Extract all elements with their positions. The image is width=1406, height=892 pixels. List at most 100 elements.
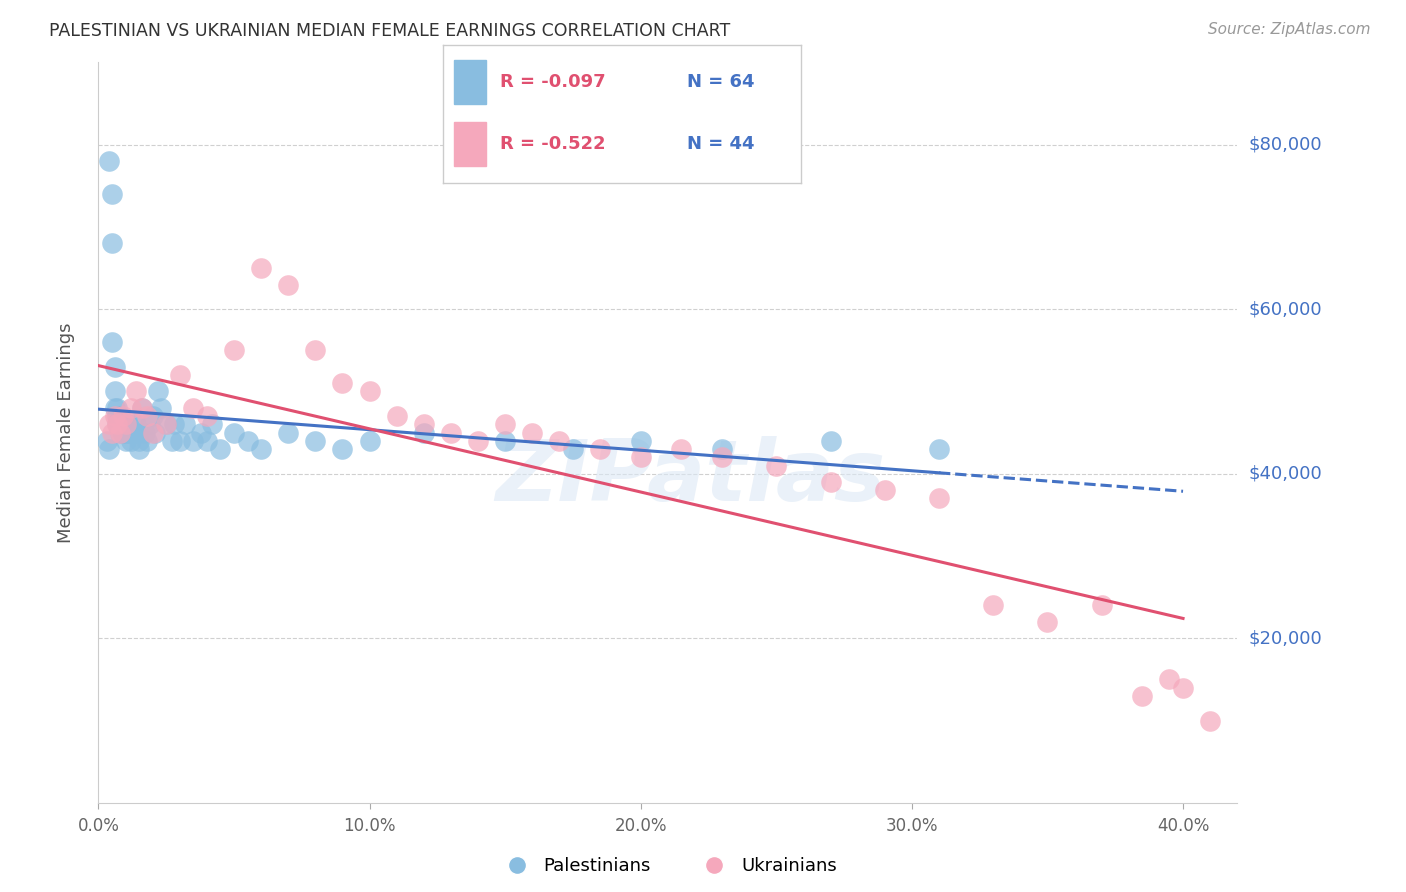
Point (107, 409, 129, 424)
Point (104, 359, 127, 374)
Point (236, 434, 259, 448)
Point (131, 401, 153, 415)
Point (96, 434, 118, 448)
Text: N = 64: N = 64 (686, 73, 754, 91)
Text: PALESTINIAN VS UKRAINIAN MEDIAN FEMALE EARNINGS CORRELATION CHART: PALESTINIAN VS UKRAINIAN MEDIAN FEMALE E… (49, 22, 731, 40)
Text: $40,000: $40,000 (1249, 465, 1322, 483)
Point (160, 434, 183, 448)
Point (101, 236, 124, 251)
Text: $80,000: $80,000 (1249, 136, 1322, 153)
Point (562, 442, 585, 456)
Point (1159, 673, 1181, 687)
Point (711, 442, 734, 456)
Point (304, 343, 326, 358)
Point (873, 483, 896, 498)
Point (765, 458, 787, 473)
Point (114, 434, 136, 448)
Point (120, 434, 142, 448)
Point (108, 425, 131, 440)
Point (250, 261, 273, 276)
Point (107, 417, 129, 432)
Point (195, 434, 218, 448)
Point (589, 442, 612, 456)
Point (131, 401, 153, 415)
Point (467, 434, 489, 448)
Point (104, 401, 127, 415)
Point (277, 425, 299, 440)
Point (117, 425, 139, 440)
Point (125, 384, 148, 399)
Point (250, 442, 273, 456)
Point (108, 409, 131, 424)
Point (195, 409, 218, 424)
Point (111, 409, 134, 424)
Point (107, 401, 129, 415)
Point (136, 409, 159, 424)
Point (155, 417, 177, 432)
Point (136, 434, 159, 448)
Point (122, 425, 145, 440)
Point (98, 442, 121, 456)
Point (108, 417, 131, 432)
Point (522, 425, 544, 440)
Point (1132, 689, 1154, 703)
Text: R = -0.522: R = -0.522 (501, 136, 606, 153)
Point (630, 450, 652, 465)
Point (111, 417, 134, 432)
Point (820, 434, 842, 448)
Legend: Palestinians, Ukrainians: Palestinians, Ukrainians (491, 850, 845, 882)
Point (820, 475, 842, 489)
Point (149, 401, 172, 415)
Point (630, 434, 652, 448)
Point (128, 434, 150, 448)
Point (332, 376, 354, 391)
Point (1036, 615, 1059, 629)
Point (117, 417, 139, 432)
Text: Source: ZipAtlas.com: Source: ZipAtlas.com (1208, 22, 1371, 37)
Point (98, 417, 121, 432)
Point (125, 425, 148, 440)
Point (104, 409, 127, 424)
Point (104, 384, 127, 399)
Point (222, 343, 245, 358)
Point (120, 401, 142, 415)
Point (332, 442, 354, 456)
Bar (454, 60, 486, 104)
Point (111, 425, 134, 440)
Point (494, 417, 516, 432)
Point (101, 425, 124, 440)
Point (122, 417, 145, 432)
Point (139, 417, 162, 432)
Text: $60,000: $60,000 (1249, 301, 1322, 318)
Point (222, 425, 245, 440)
Point (190, 425, 212, 440)
Point (183, 434, 205, 448)
Point (548, 434, 571, 448)
Point (114, 425, 136, 440)
Point (440, 425, 463, 440)
Point (1091, 599, 1114, 613)
Point (169, 434, 191, 448)
Point (101, 187, 124, 202)
Point (142, 425, 165, 440)
Point (111, 425, 134, 440)
Point (114, 417, 136, 432)
Point (155, 417, 177, 432)
Point (1199, 714, 1222, 728)
Point (209, 442, 232, 456)
Point (359, 434, 381, 448)
Text: N = 44: N = 44 (686, 136, 754, 153)
Point (359, 384, 381, 399)
Point (671, 442, 693, 456)
Point (494, 434, 516, 448)
Point (134, 425, 156, 440)
Point (98, 154, 121, 169)
Y-axis label: Median Female Earnings: Median Female Earnings (56, 322, 75, 543)
Point (142, 409, 165, 424)
Point (412, 417, 434, 432)
Point (120, 425, 142, 440)
Point (163, 417, 186, 432)
Point (981, 599, 1004, 613)
Point (183, 401, 205, 415)
Point (385, 409, 408, 424)
